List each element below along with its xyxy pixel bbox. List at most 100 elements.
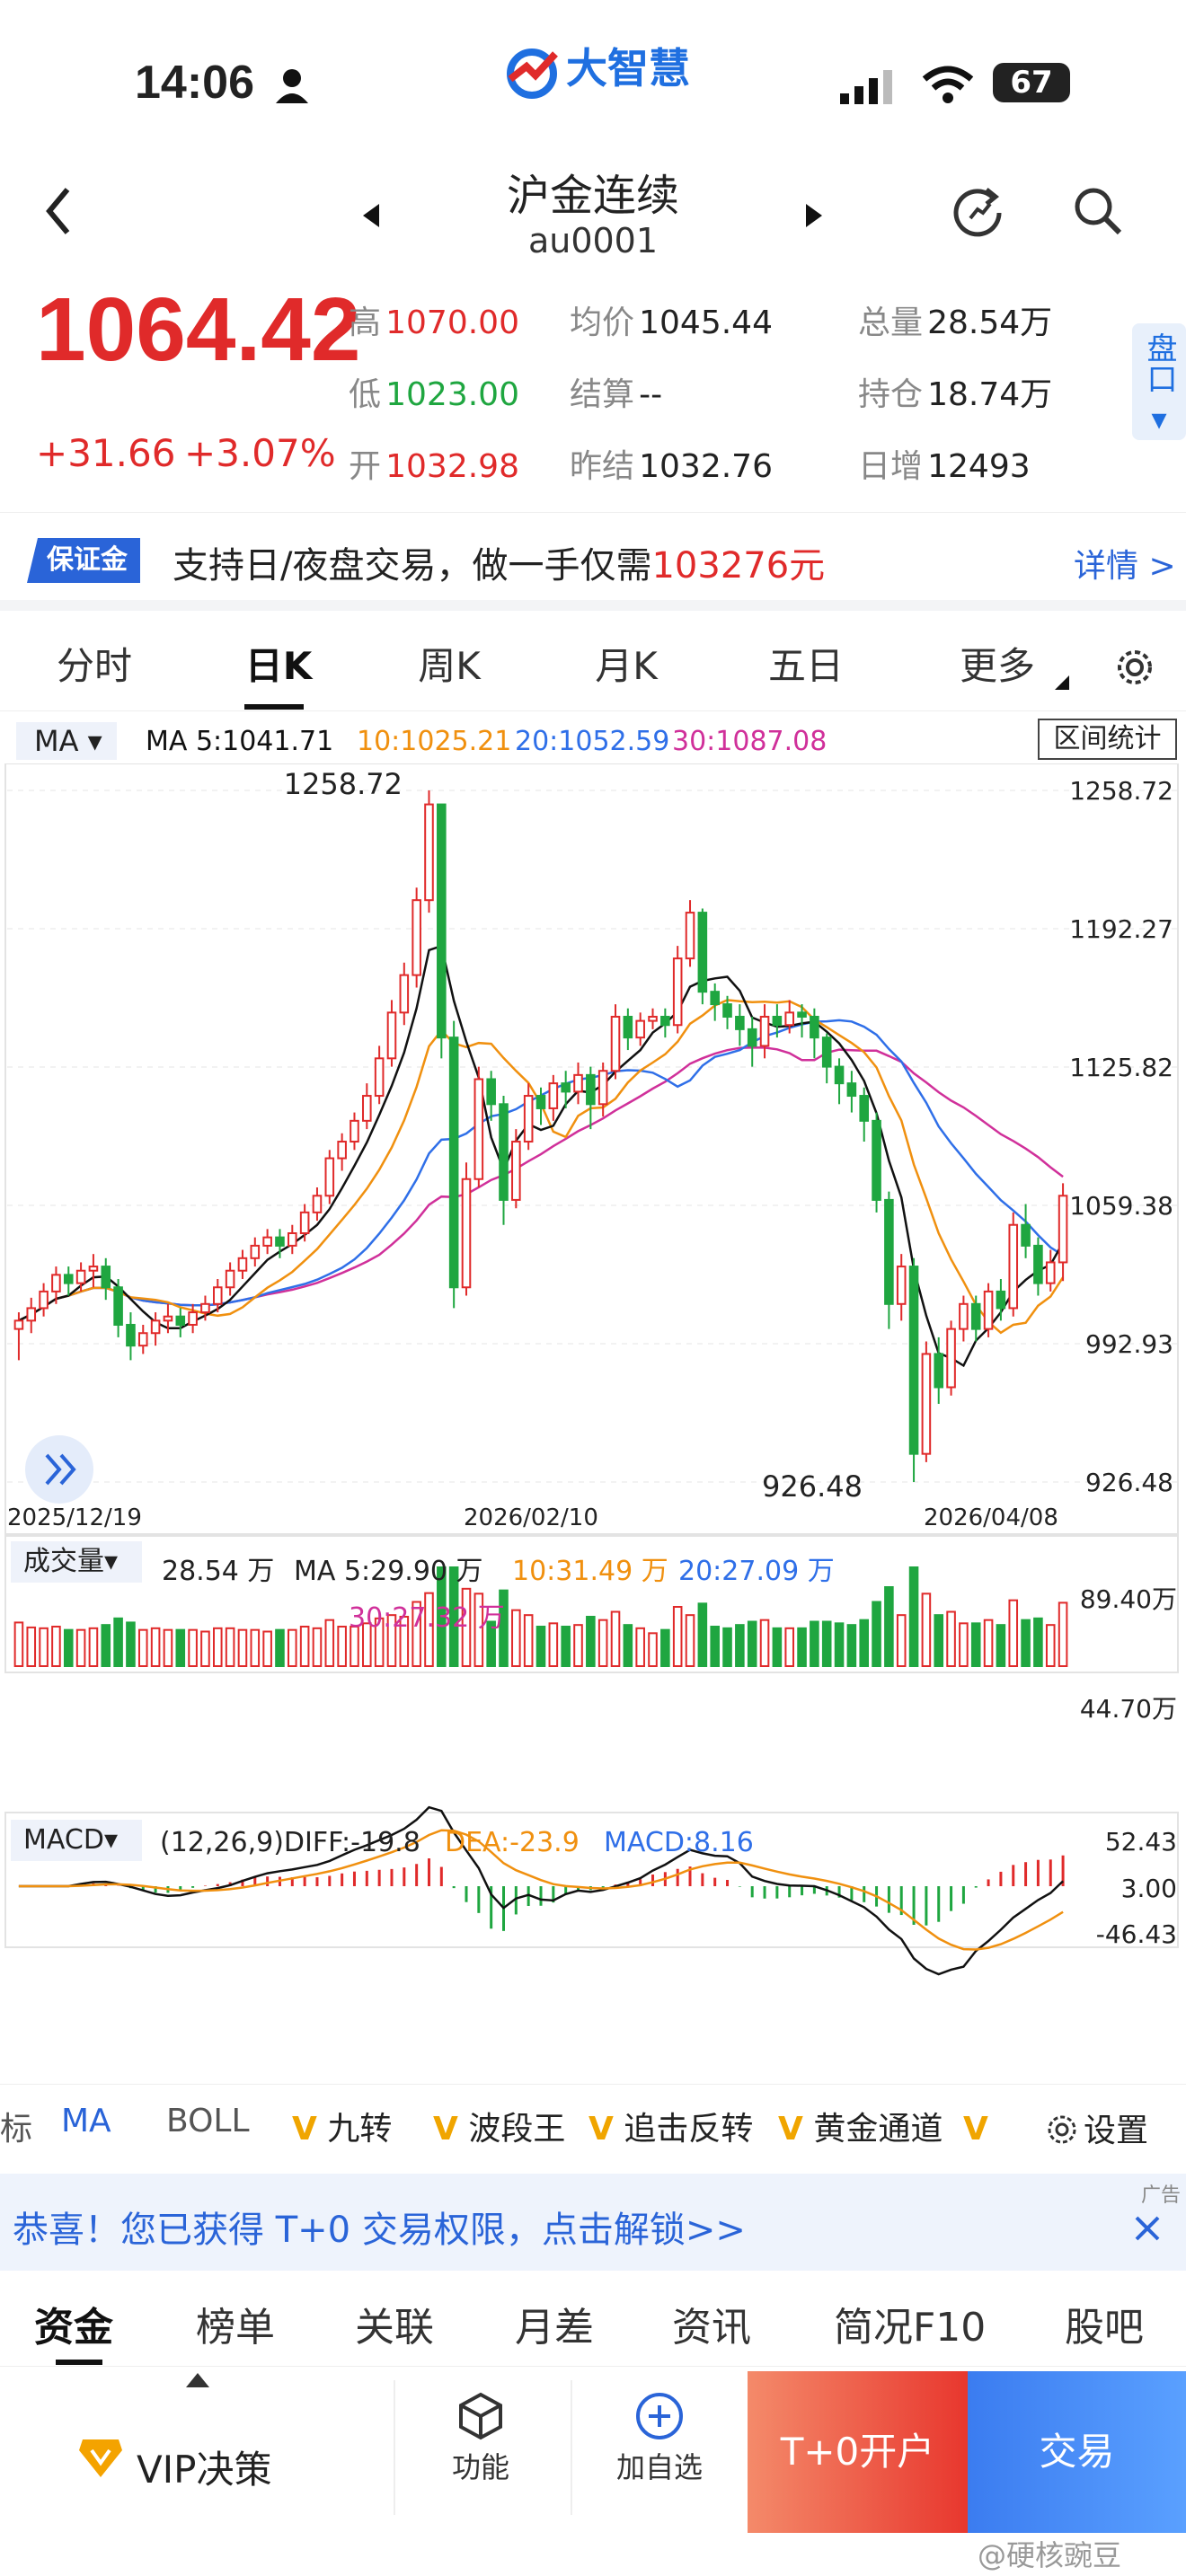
volume-bar: [299, 1626, 310, 1667]
settings-button[interactable]: 设置: [997, 2085, 1186, 2175]
expand-up-icon[interactable]: [184, 2371, 211, 2389]
candlestick: [188, 1311, 198, 1326]
candlestick: [635, 1019, 645, 1039]
tab-f10[interactable]: 简况F10: [834, 2305, 987, 2351]
pankou-button[interactable]: 盘口 ▾: [1132, 323, 1186, 440]
volume-bar: [921, 1592, 932, 1667]
tab-forum[interactable]: 股吧: [1065, 2305, 1144, 2351]
v-badge-icon: V: [433, 2111, 458, 2148]
macd-selector[interactable]: MACD▾: [11, 1820, 142, 1861]
candlestick: [324, 1157, 335, 1197]
trade-button[interactable]: 交易: [968, 2371, 1186, 2533]
volume-bar: [772, 1627, 783, 1667]
volume-bar: [225, 1627, 235, 1667]
indicator-clipped[interactable]: 标: [0, 2111, 33, 2148]
volume-bar: [722, 1627, 732, 1667]
candlestick: [523, 1095, 534, 1143]
volume-panel-frame: [4, 1535, 1179, 1673]
volume-bar: [275, 1628, 285, 1668]
volume-bar: [386, 1614, 397, 1668]
quote-low: 低 1023.00: [349, 376, 519, 413]
ma30-value: 30:1087.08: [672, 726, 828, 757]
tab-related[interactable]: 关联: [355, 2305, 434, 2351]
volume-bar: [324, 1619, 335, 1668]
v-badge-icon: V: [292, 2111, 317, 2148]
candlestick: [163, 1315, 173, 1322]
tab-month-spread[interactable]: 月差: [515, 2305, 594, 2351]
volume-bar: [250, 1628, 261, 1668]
refresh-icon[interactable]: [951, 184, 1005, 238]
indicator-boll[interactable]: BOLL: [166, 2103, 250, 2139]
function-button[interactable]: 功能: [440, 2391, 521, 2517]
kline-chart[interactable]: 1258.72 1192.27 1125.82 1059.38 992.93 926.48…: [0, 763, 1186, 2093]
add-watchlist-button[interactable]: 加自选: [604, 2391, 715, 2517]
volume-bar: [188, 1628, 198, 1668]
tab-intraday[interactable]: 分时: [56, 644, 132, 688]
low-annotation: 926.48: [762, 1469, 863, 1504]
range-stats-button[interactable]: 区间统计: [1038, 719, 1177, 760]
tab-rankings[interactable]: 榜单: [196, 2305, 275, 2351]
search-icon[interactable]: [1071, 184, 1125, 238]
chart-settings-icon[interactable]: [1114, 647, 1155, 688]
indicator-gold-channel[interactable]: V 黄金通道: [778, 2111, 943, 2148]
prev-contract-icon[interactable]: [359, 202, 383, 229]
last-price: 1064.42: [36, 279, 361, 380]
volume-bar: [88, 1627, 99, 1667]
signal-icon: [840, 70, 892, 104]
volume-axis-label: 44.70万: [1080, 1694, 1177, 1724]
ad-text: 恭喜！您已获得 T+0 交易权限，点击解锁>>: [13, 2210, 746, 2251]
tab-news[interactable]: 资讯: [672, 2305, 751, 2351]
macd-value: MACD:8.16: [604, 1827, 754, 1858]
candlestick: [137, 1332, 148, 1347]
indicator-jiuzhuan[interactable]: V 九转: [292, 2111, 393, 2148]
volume-bar: [710, 1626, 720, 1667]
tab-weekly-k[interactable]: 周K: [418, 644, 481, 688]
back-icon[interactable]: [40, 184, 76, 238]
volume-bar: [697, 1602, 708, 1667]
ma10-line: [18, 999, 1065, 1335]
wifi-icon: [922, 66, 974, 103]
indicator-zhuiji[interactable]: V 追击反转: [589, 2111, 754, 2148]
volume-bar: [337, 1626, 347, 1667]
t0-ad-banner[interactable]: 恭喜！您已获得 T+0 交易权限，点击解锁>> 广告: [0, 2174, 1186, 2271]
next-contract-icon[interactable]: [802, 202, 826, 229]
volume-selector[interactable]: 成交量▾: [11, 1541, 142, 1583]
candlestick: [1045, 1261, 1056, 1284]
volume-bar: [288, 1628, 297, 1668]
quote-open: 开 1032.98: [349, 448, 519, 485]
tab-more[interactable]: 更多: [959, 644, 1035, 688]
candlestick: [735, 1015, 745, 1030]
close-icon[interactable]: [1134, 2215, 1161, 2242]
volume-bar: [548, 1622, 559, 1667]
volume-bar: [934, 1614, 944, 1668]
volume-bar: [237, 1628, 248, 1668]
ma-selector[interactable]: MA ▾: [16, 722, 117, 760]
t0-open-account-button[interactable]: T+0开户: [748, 2371, 968, 2533]
candlestick: [511, 1141, 521, 1201]
volume-bar: [908, 1566, 919, 1667]
tab-daily-k[interactable]: 日K: [244, 644, 313, 688]
volume-bar: [486, 1620, 496, 1667]
volume-bar: [163, 1628, 173, 1668]
candlestick: [722, 1003, 732, 1018]
tab-five-day[interactable]: 五日: [767, 644, 844, 688]
macd-panel-frame: [4, 1812, 1179, 1948]
tab-funds[interactable]: 资金: [34, 2305, 113, 2351]
margin-banner[interactable]: 保证金 支持日/夜盘交易，做一手仅需103276元 详情 >: [0, 512, 1186, 611]
tab-monthly-k[interactable]: 月K: [595, 644, 658, 688]
candlestick: [685, 912, 695, 960]
footer-divider: [394, 2380, 395, 2515]
volume-bar: [262, 1630, 272, 1667]
volume-bar: [499, 1589, 509, 1668]
volume-axis-label: 89.40万: [1080, 1584, 1177, 1614]
candlestick: [386, 1011, 397, 1060]
candlestick: [1058, 1195, 1068, 1264]
candlestick: [597, 1070, 608, 1106]
candlestick: [586, 1073, 596, 1106]
quote-settle: 结算 --: [570, 376, 663, 413]
banner-detail-link[interactable]: 详情 >: [1074, 548, 1176, 585]
macd-diff-line: [18, 1805, 1064, 1976]
indicator-boduanwang[interactable]: V 波段王: [433, 2111, 566, 2148]
indicator-ma[interactable]: MA: [61, 2103, 111, 2139]
volume-bar: [810, 1620, 819, 1667]
